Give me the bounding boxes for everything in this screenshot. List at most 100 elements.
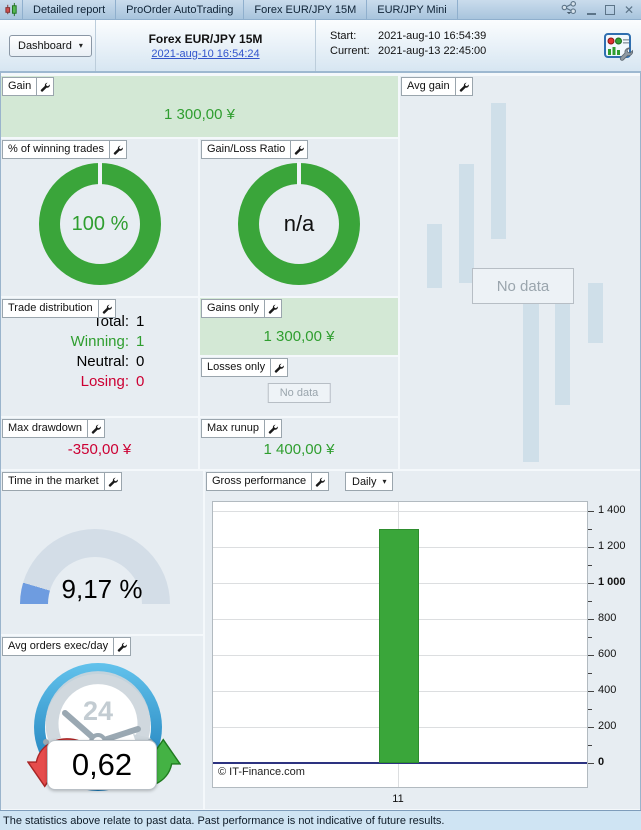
- panel-gain-loss-ratio: Gain/Loss Ratio n/a: [200, 139, 398, 296]
- settings-wrench-button[interactable]: [263, 420, 281, 437]
- donut-notch: [98, 162, 102, 185]
- panel-gp-label-box: Gross performance: [206, 472, 330, 491]
- status-text: The statistics above relate to past data…: [3, 814, 445, 827]
- winning-trades-donut: 100 %: [39, 162, 161, 285]
- time-in-market-value: 9,17 %: [61, 574, 143, 604]
- panel-tdist-label-box: Trade distribution: [2, 299, 116, 318]
- panel-winning-trades: % of winning trades 100 %: [1, 139, 198, 296]
- y-tick: [588, 511, 594, 512]
- row-label: Neutral:: [76, 353, 129, 370]
- settings-wrench-button[interactable]: [36, 78, 53, 95]
- y-tick: [588, 745, 592, 746]
- report-settings-icon[interactable]: [603, 31, 634, 61]
- settings-wrench-button[interactable]: [263, 300, 281, 317]
- header-left: Dashboard ▾: [0, 20, 96, 71]
- share-icon[interactable]: [561, 0, 578, 19]
- watermark-bar: [491, 103, 506, 239]
- y-tick: [588, 529, 592, 530]
- gains-only-value: 1 300,00 ¥: [263, 328, 335, 345]
- session-start-link[interactable]: 2021-aug-10 16:54:24: [151, 47, 260, 60]
- gain-loss-value: n/a: [283, 211, 315, 236]
- panel-losses-only-label-box: Losses only: [201, 358, 289, 377]
- panel-gain: Gain 1 300,00 ¥: [1, 76, 398, 137]
- wrench-icon: [108, 477, 118, 487]
- panel-trade-distribution: Trade distribution Total: 1 Winning: 1 N…: [1, 298, 198, 416]
- table-row: Losing: 0: [1, 372, 198, 392]
- panel-label: % of winning trades: [8, 143, 104, 155]
- y-tick: [588, 763, 594, 764]
- window-controls: ✕: [561, 0, 641, 19]
- gain-value: 1 300,00 ¥: [164, 106, 235, 123]
- tab-eurjpy-mini[interactable]: EUR/JPY Mini: [367, 0, 458, 19]
- minimize-icon[interactable]: [586, 4, 596, 15]
- panel-max-drawdown-label-box: Max drawdown: [2, 419, 105, 438]
- panel-label: Avg orders exec/day: [8, 640, 109, 652]
- panel-avg-orders: Avg orders exec/day 24 0,62: [1, 636, 203, 809]
- panel-label: Time in the market: [8, 475, 99, 487]
- panel-winning-label-box: % of winning trades: [2, 140, 127, 159]
- donut-hole: [259, 184, 339, 264]
- settings-wrench-button[interactable]: [290, 141, 307, 158]
- wrench-icon: [274, 363, 284, 373]
- panel-label: Gain/Loss Ratio: [207, 143, 286, 155]
- dashboard-dropdown[interactable]: Dashboard ▾: [9, 34, 92, 57]
- y-tick-label: 1 000: [598, 576, 626, 588]
- settings-wrench-button[interactable]: [109, 141, 126, 158]
- header-instrument: Forex EUR/JPY 15M 2021-aug-10 16:54:24: [96, 20, 316, 71]
- wrench-icon: [268, 424, 278, 434]
- period-dropdown[interactable]: Daily ▾: [345, 472, 394, 491]
- y-tick: [588, 727, 594, 728]
- watermark-bar: [588, 283, 603, 343]
- panel-label: Gain: [8, 80, 32, 92]
- wrench-icon: [459, 82, 469, 92]
- panel-label: Gains only: [207, 302, 259, 314]
- y-tick: [588, 691, 594, 692]
- wrench-icon: [268, 304, 278, 314]
- wrench-icon: [41, 82, 51, 92]
- current-value: 2021-aug-13 22:45:00: [378, 45, 487, 57]
- instrument-title: Forex EUR/JPY 15M: [148, 31, 263, 46]
- tab-detailed-report[interactable]: Detailed report: [22, 0, 117, 19]
- settings-wrench-button[interactable]: [311, 473, 328, 490]
- panel-avg-gain: Avg gain No data: [400, 76, 640, 469]
- tab-forex-eurjpy-15m[interactable]: Forex EUR/JPY 15M: [244, 0, 368, 19]
- maximize-icon[interactable]: [604, 4, 615, 15]
- chevron-down-icon: ▾: [78, 41, 83, 50]
- row-value: 1: [136, 313, 145, 330]
- y-tick: [588, 637, 592, 638]
- wrench-icon: [91, 424, 101, 434]
- wrench-icon: [102, 304, 112, 314]
- watermark-bar: [555, 303, 570, 405]
- donut-hole: [60, 184, 140, 264]
- y-tick-label: 800: [598, 612, 617, 624]
- settings-wrench-button[interactable]: [97, 300, 115, 317]
- panel-gains-only-label-box: Gains only: [201, 299, 282, 318]
- settings-wrench-button[interactable]: [113, 638, 130, 655]
- panel-label: Losses only: [207, 361, 266, 373]
- panel-tim-label-box: Time in the market: [2, 472, 122, 491]
- settings-wrench-button[interactable]: [454, 78, 472, 95]
- tab-label: Detailed report: [33, 3, 106, 16]
- row-value: 1: [136, 333, 145, 350]
- panel-label: Gross performance: [212, 475, 307, 487]
- y-tick-label: 200: [598, 720, 617, 732]
- settings-wrench-button[interactable]: [270, 359, 287, 376]
- settings-wrench-button[interactable]: [103, 473, 121, 490]
- gp-axis: 0 200 400 600 800 1 000 1 200 1 400: [588, 502, 640, 789]
- row-label: Losing:: [80, 373, 129, 390]
- close-icon[interactable]: ✕: [623, 2, 634, 17]
- tab-proorder-autotrading[interactable]: ProOrder AutoTrading: [116, 0, 245, 19]
- x-tick-label: 11: [392, 793, 404, 805]
- panel-label: Max drawdown: [8, 422, 82, 434]
- settings-wrench-button[interactable]: [86, 420, 104, 437]
- no-data-badge: No data: [267, 383, 331, 403]
- y-tick: [588, 619, 594, 620]
- panel-label: Max runup: [207, 422, 259, 434]
- panel-avg-gain-label-box: Avg gain: [401, 77, 473, 96]
- wrench-icon: [117, 642, 127, 652]
- row-label: Winning:: [70, 333, 129, 350]
- report-header: Dashboard ▾ Forex EUR/JPY 15M 2021-aug-1…: [0, 20, 641, 73]
- y-gridline: [213, 510, 587, 512]
- watermark-bar: [523, 302, 539, 462]
- panel-gains-only: Gains only 1 300,00 ¥: [200, 298, 398, 355]
